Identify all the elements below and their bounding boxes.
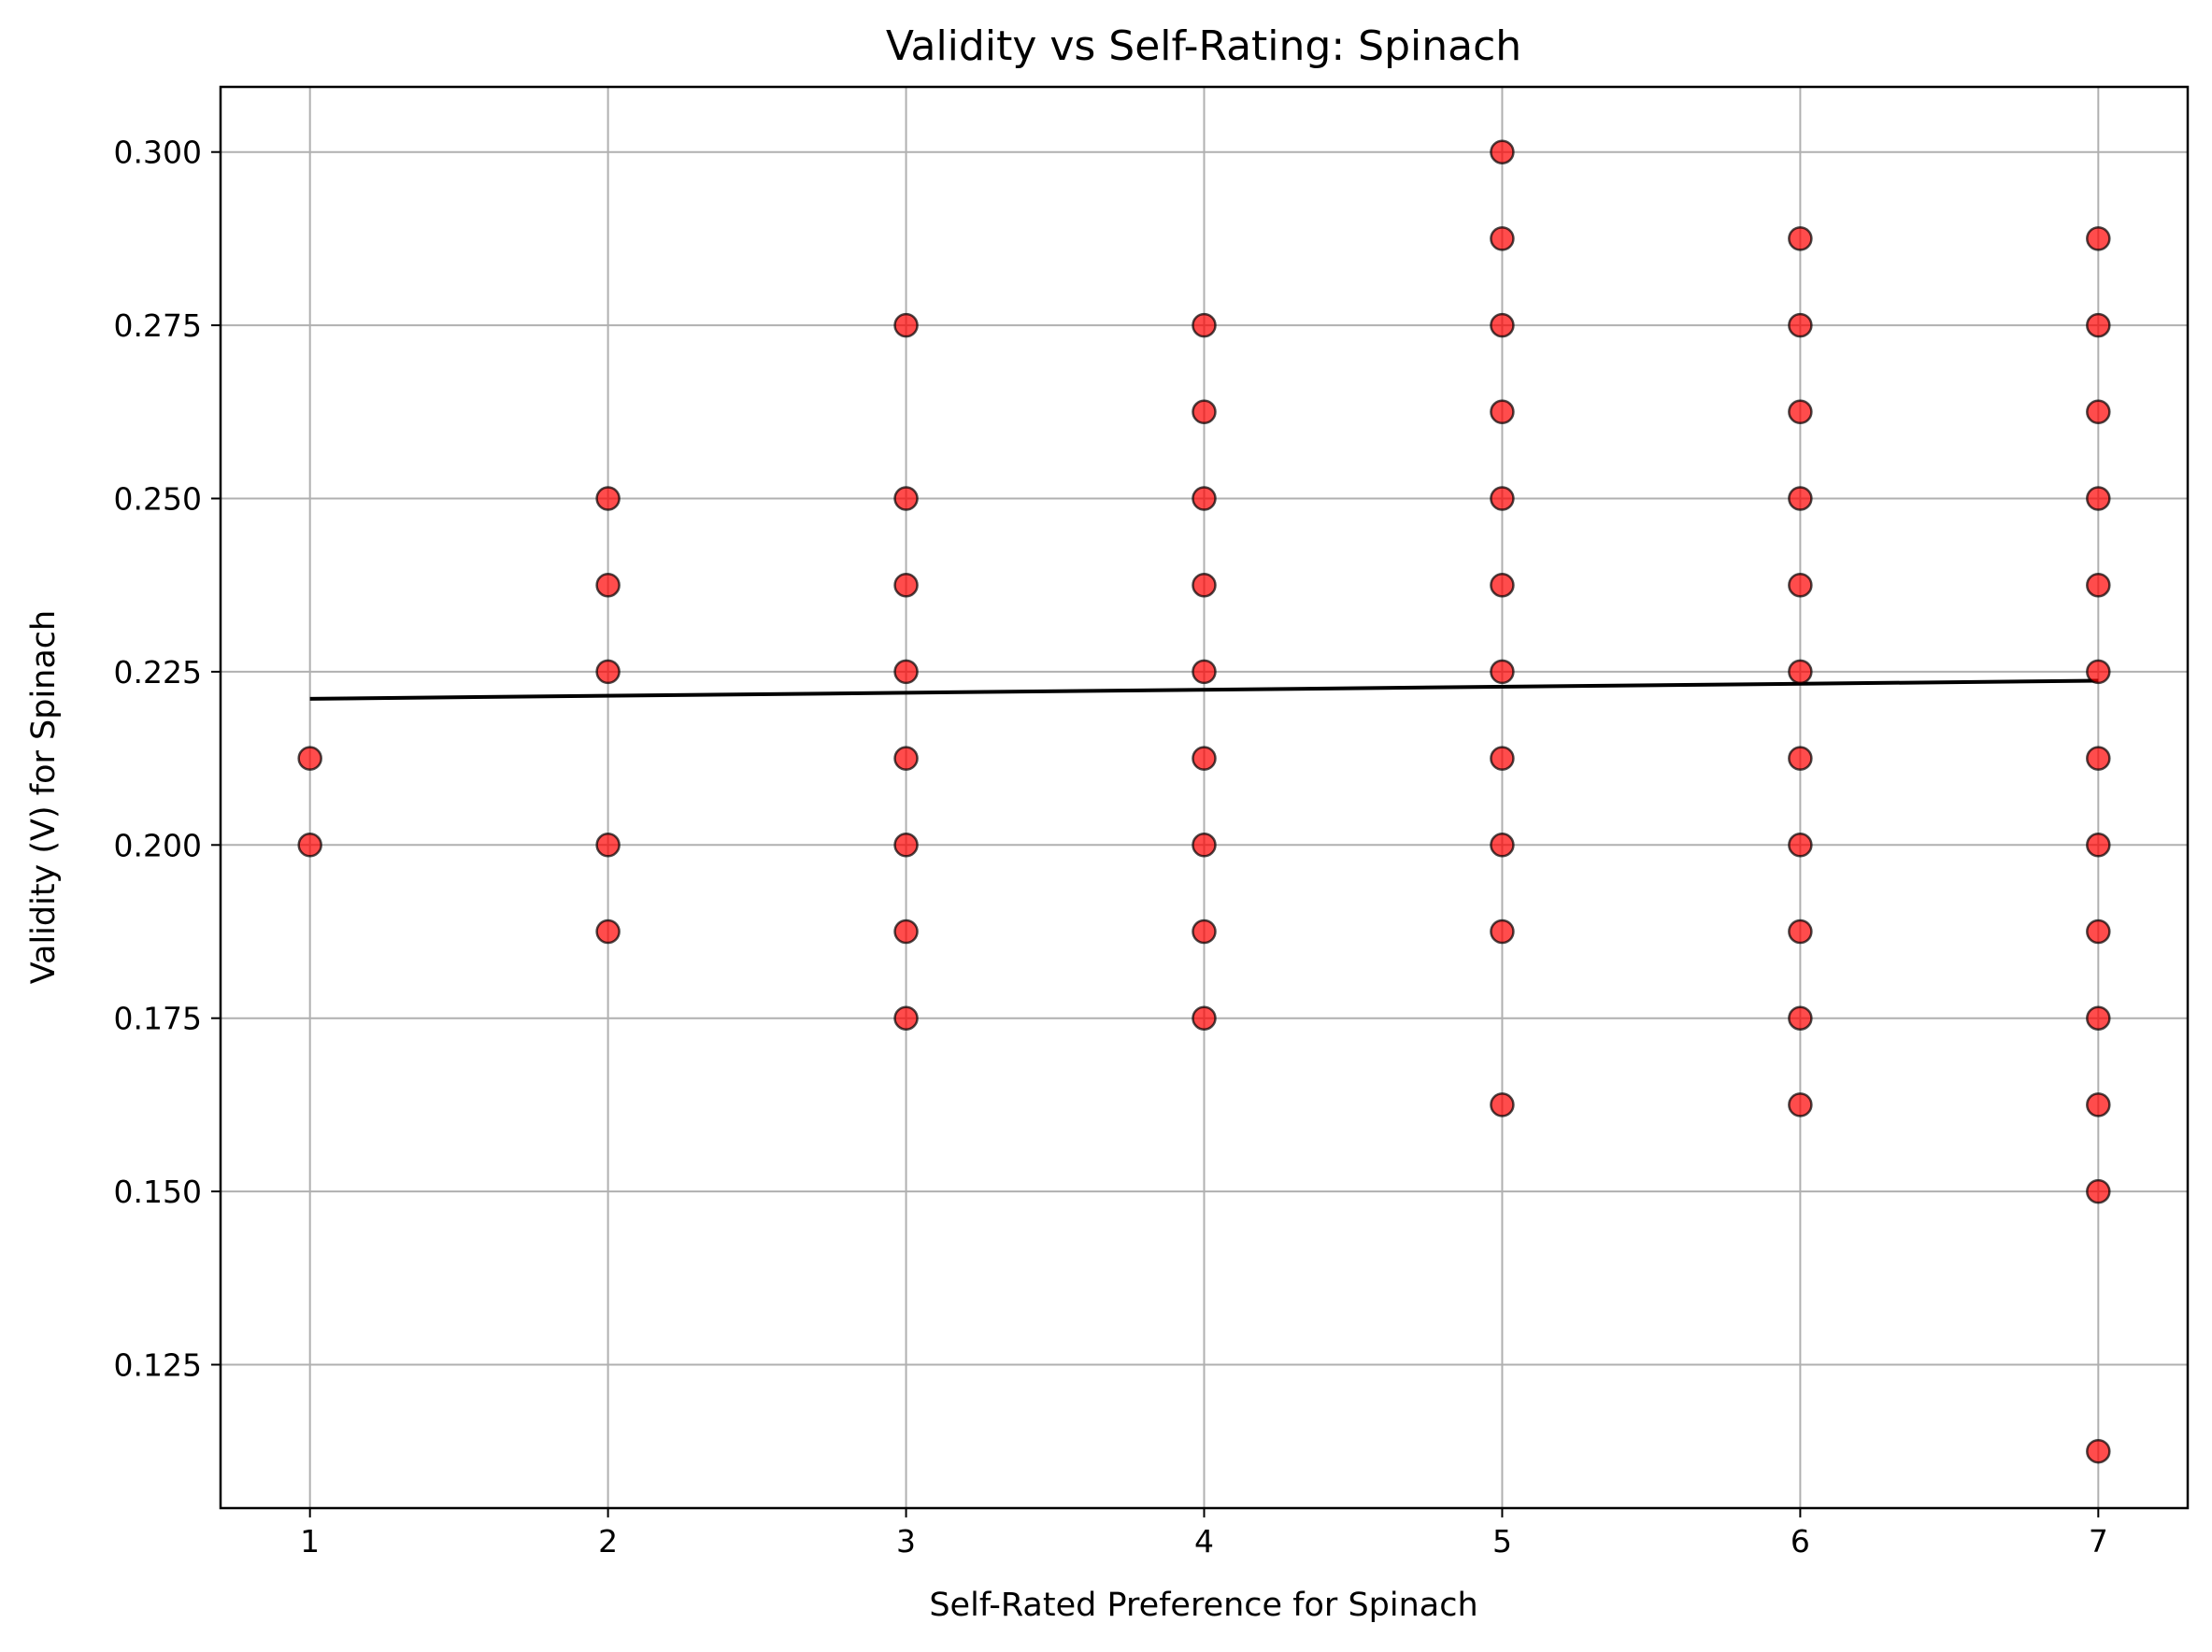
data-point [1788, 1092, 1813, 1118]
x-tick-label: 3 [896, 1523, 916, 1559]
data-point [1788, 399, 1813, 425]
data-point [1788, 746, 1813, 771]
data-point [1788, 486, 1813, 511]
chart-title: Validity vs Self-Rating: Spinach [886, 22, 1521, 70]
y-axis-label: Validity (V) for Spinach [25, 610, 63, 984]
data-point [1490, 833, 1515, 858]
y-tick-label: 0.275 [114, 307, 202, 344]
data-point [297, 746, 322, 771]
data-point [1788, 312, 1813, 338]
data-point [1788, 226, 1813, 251]
data-point [1788, 919, 1813, 945]
y-tick-label: 0.200 [114, 827, 202, 863]
data-points [297, 139, 2111, 1464]
y-tick-label: 0.125 [114, 1346, 202, 1383]
x-tick-label: 2 [598, 1523, 618, 1559]
data-point [893, 572, 919, 598]
data-point [893, 1005, 919, 1031]
data-point [1490, 312, 1515, 338]
data-point [1490, 486, 1515, 511]
data-point [893, 312, 919, 338]
x-tick-label: 1 [300, 1523, 320, 1559]
data-point [595, 919, 621, 945]
data-point [2086, 1178, 2111, 1204]
data-point [1788, 659, 1813, 685]
y-tick-label: 0.175 [114, 1001, 202, 1037]
data-point [1192, 833, 1217, 858]
y-tick-label: 0.250 [114, 481, 202, 518]
data-point [1788, 1005, 1813, 1031]
data-point [1490, 226, 1515, 251]
data-point [2086, 1092, 2111, 1118]
data-point [1192, 312, 1217, 338]
data-point [2086, 399, 2111, 425]
data-point [595, 833, 621, 858]
data-point [2086, 226, 2111, 251]
data-point [893, 659, 919, 685]
data-point [1192, 1005, 1217, 1031]
data-point [1490, 1092, 1515, 1118]
data-point [2086, 1438, 2111, 1464]
data-point [595, 572, 621, 598]
data-point [2086, 572, 2111, 598]
data-point [2086, 833, 2111, 858]
data-point [893, 486, 919, 511]
data-point [893, 833, 919, 858]
x-axis-label: Self-Rated Preference for Spinach [929, 1587, 1477, 1624]
data-point [1192, 399, 1217, 425]
data-point [2086, 919, 2111, 945]
data-point [2086, 486, 2111, 511]
y-tick-label: 0.150 [114, 1174, 202, 1210]
data-point [1490, 659, 1515, 685]
data-point [2086, 1005, 2111, 1031]
data-point [595, 486, 621, 511]
data-point [1490, 572, 1515, 598]
data-point [595, 659, 621, 685]
data-point [1192, 572, 1217, 598]
data-point [1490, 919, 1515, 945]
data-point [2086, 312, 2111, 338]
data-point [1490, 399, 1515, 425]
data-point [1192, 486, 1217, 511]
axis-ticks: 1 2 3 4 5 6 7 0.125 0.150 0.175 0.200 0.225 0.250 0.2… [114, 135, 2108, 1559]
x-tick-label: 6 [1791, 1523, 1810, 1559]
data-point [893, 919, 919, 945]
data-point [1490, 746, 1515, 771]
data-point [2086, 746, 2111, 771]
y-tick-label: 0.225 [114, 654, 202, 691]
data-point [297, 833, 322, 858]
data-point [1788, 833, 1813, 858]
x-tick-label: 5 [1492, 1523, 1512, 1559]
y-tick-label: 0.300 [114, 135, 202, 171]
data-point [1490, 139, 1515, 164]
x-tick-label: 7 [2089, 1523, 2108, 1559]
data-point [1192, 919, 1217, 945]
data-point [1192, 746, 1217, 771]
x-tick-label: 4 [1194, 1523, 1214, 1559]
data-point [893, 746, 919, 771]
data-point [2086, 659, 2111, 685]
data-point [1192, 659, 1217, 685]
data-point [1788, 572, 1813, 598]
